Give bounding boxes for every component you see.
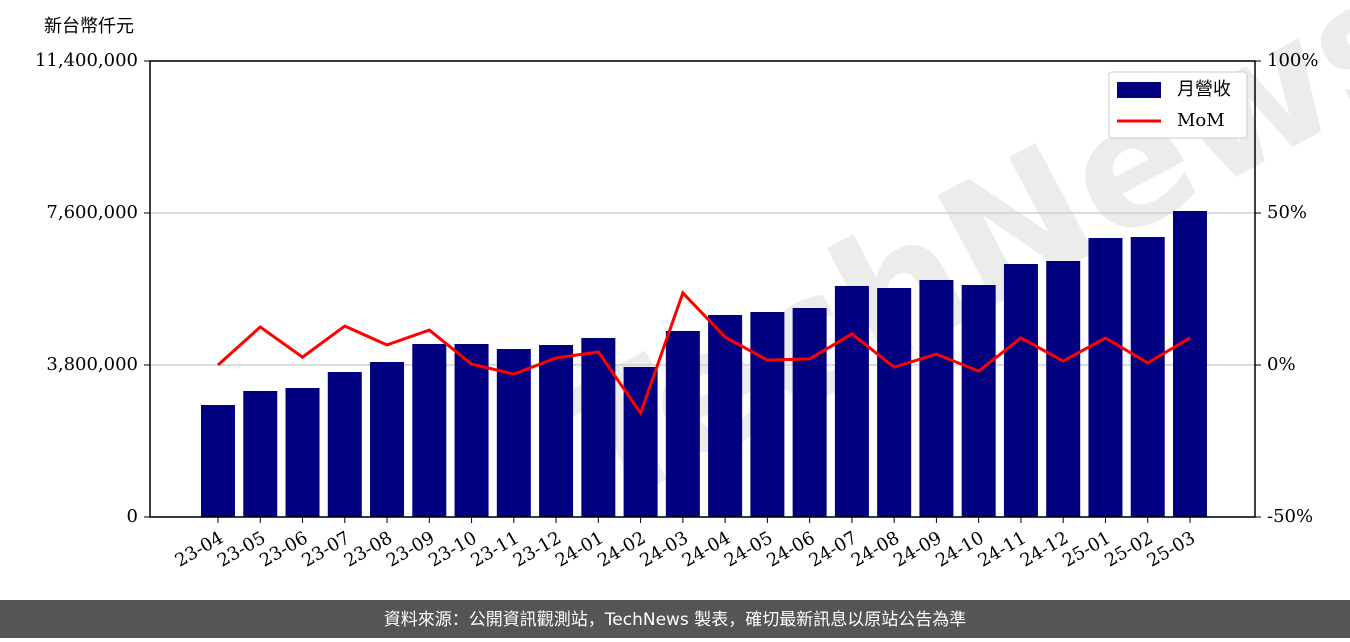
bar (243, 391, 278, 517)
bar (1172, 211, 1207, 517)
bar (961, 285, 996, 517)
bar (1088, 238, 1123, 517)
bar (201, 405, 235, 517)
footer-bar (0, 600, 1350, 638)
bar (496, 349, 531, 517)
bar (834, 286, 869, 517)
bar (412, 344, 447, 517)
y2-tick-label: 0% (1267, 354, 1296, 375)
bar (665, 331, 700, 517)
footer-text: 資料來源：公開資訊觀測站，TechNews 製表，確切最新訊息以原站公告為準 (384, 610, 966, 630)
bar (370, 362, 405, 517)
y2-tick-label: 100% (1267, 50, 1318, 71)
bar (285, 388, 320, 517)
legend-swatch (1117, 82, 1161, 98)
bar (1003, 264, 1038, 517)
bar (919, 280, 954, 517)
bar (792, 308, 827, 517)
legend-label: MoM (1177, 110, 1225, 131)
bar (750, 312, 785, 517)
bar (327, 372, 362, 517)
y2-tick-label: -50% (1267, 506, 1313, 527)
bar (454, 344, 489, 517)
y-axis-label: 新台幣仟元 (44, 16, 134, 37)
bar (1130, 237, 1165, 517)
y-tick-label: 11,400,000 (35, 50, 138, 71)
legend-label: 月營收 (1177, 79, 1231, 100)
y2-tick-label: 50% (1267, 202, 1307, 223)
bar (581, 338, 616, 517)
bar (539, 345, 574, 517)
bar (1046, 261, 1081, 517)
x-tick-label: 25-03 (1144, 527, 1199, 571)
bar (877, 288, 912, 517)
bar (623, 367, 658, 517)
line (216, 290, 1191, 417)
y-tick-label: 7,600,000 (46, 202, 138, 223)
y-tick-label: 0 (127, 506, 138, 527)
plot-frame (149, 60, 1256, 518)
y-tick-label: 3,800,000 (46, 354, 138, 375)
bar (708, 315, 743, 517)
